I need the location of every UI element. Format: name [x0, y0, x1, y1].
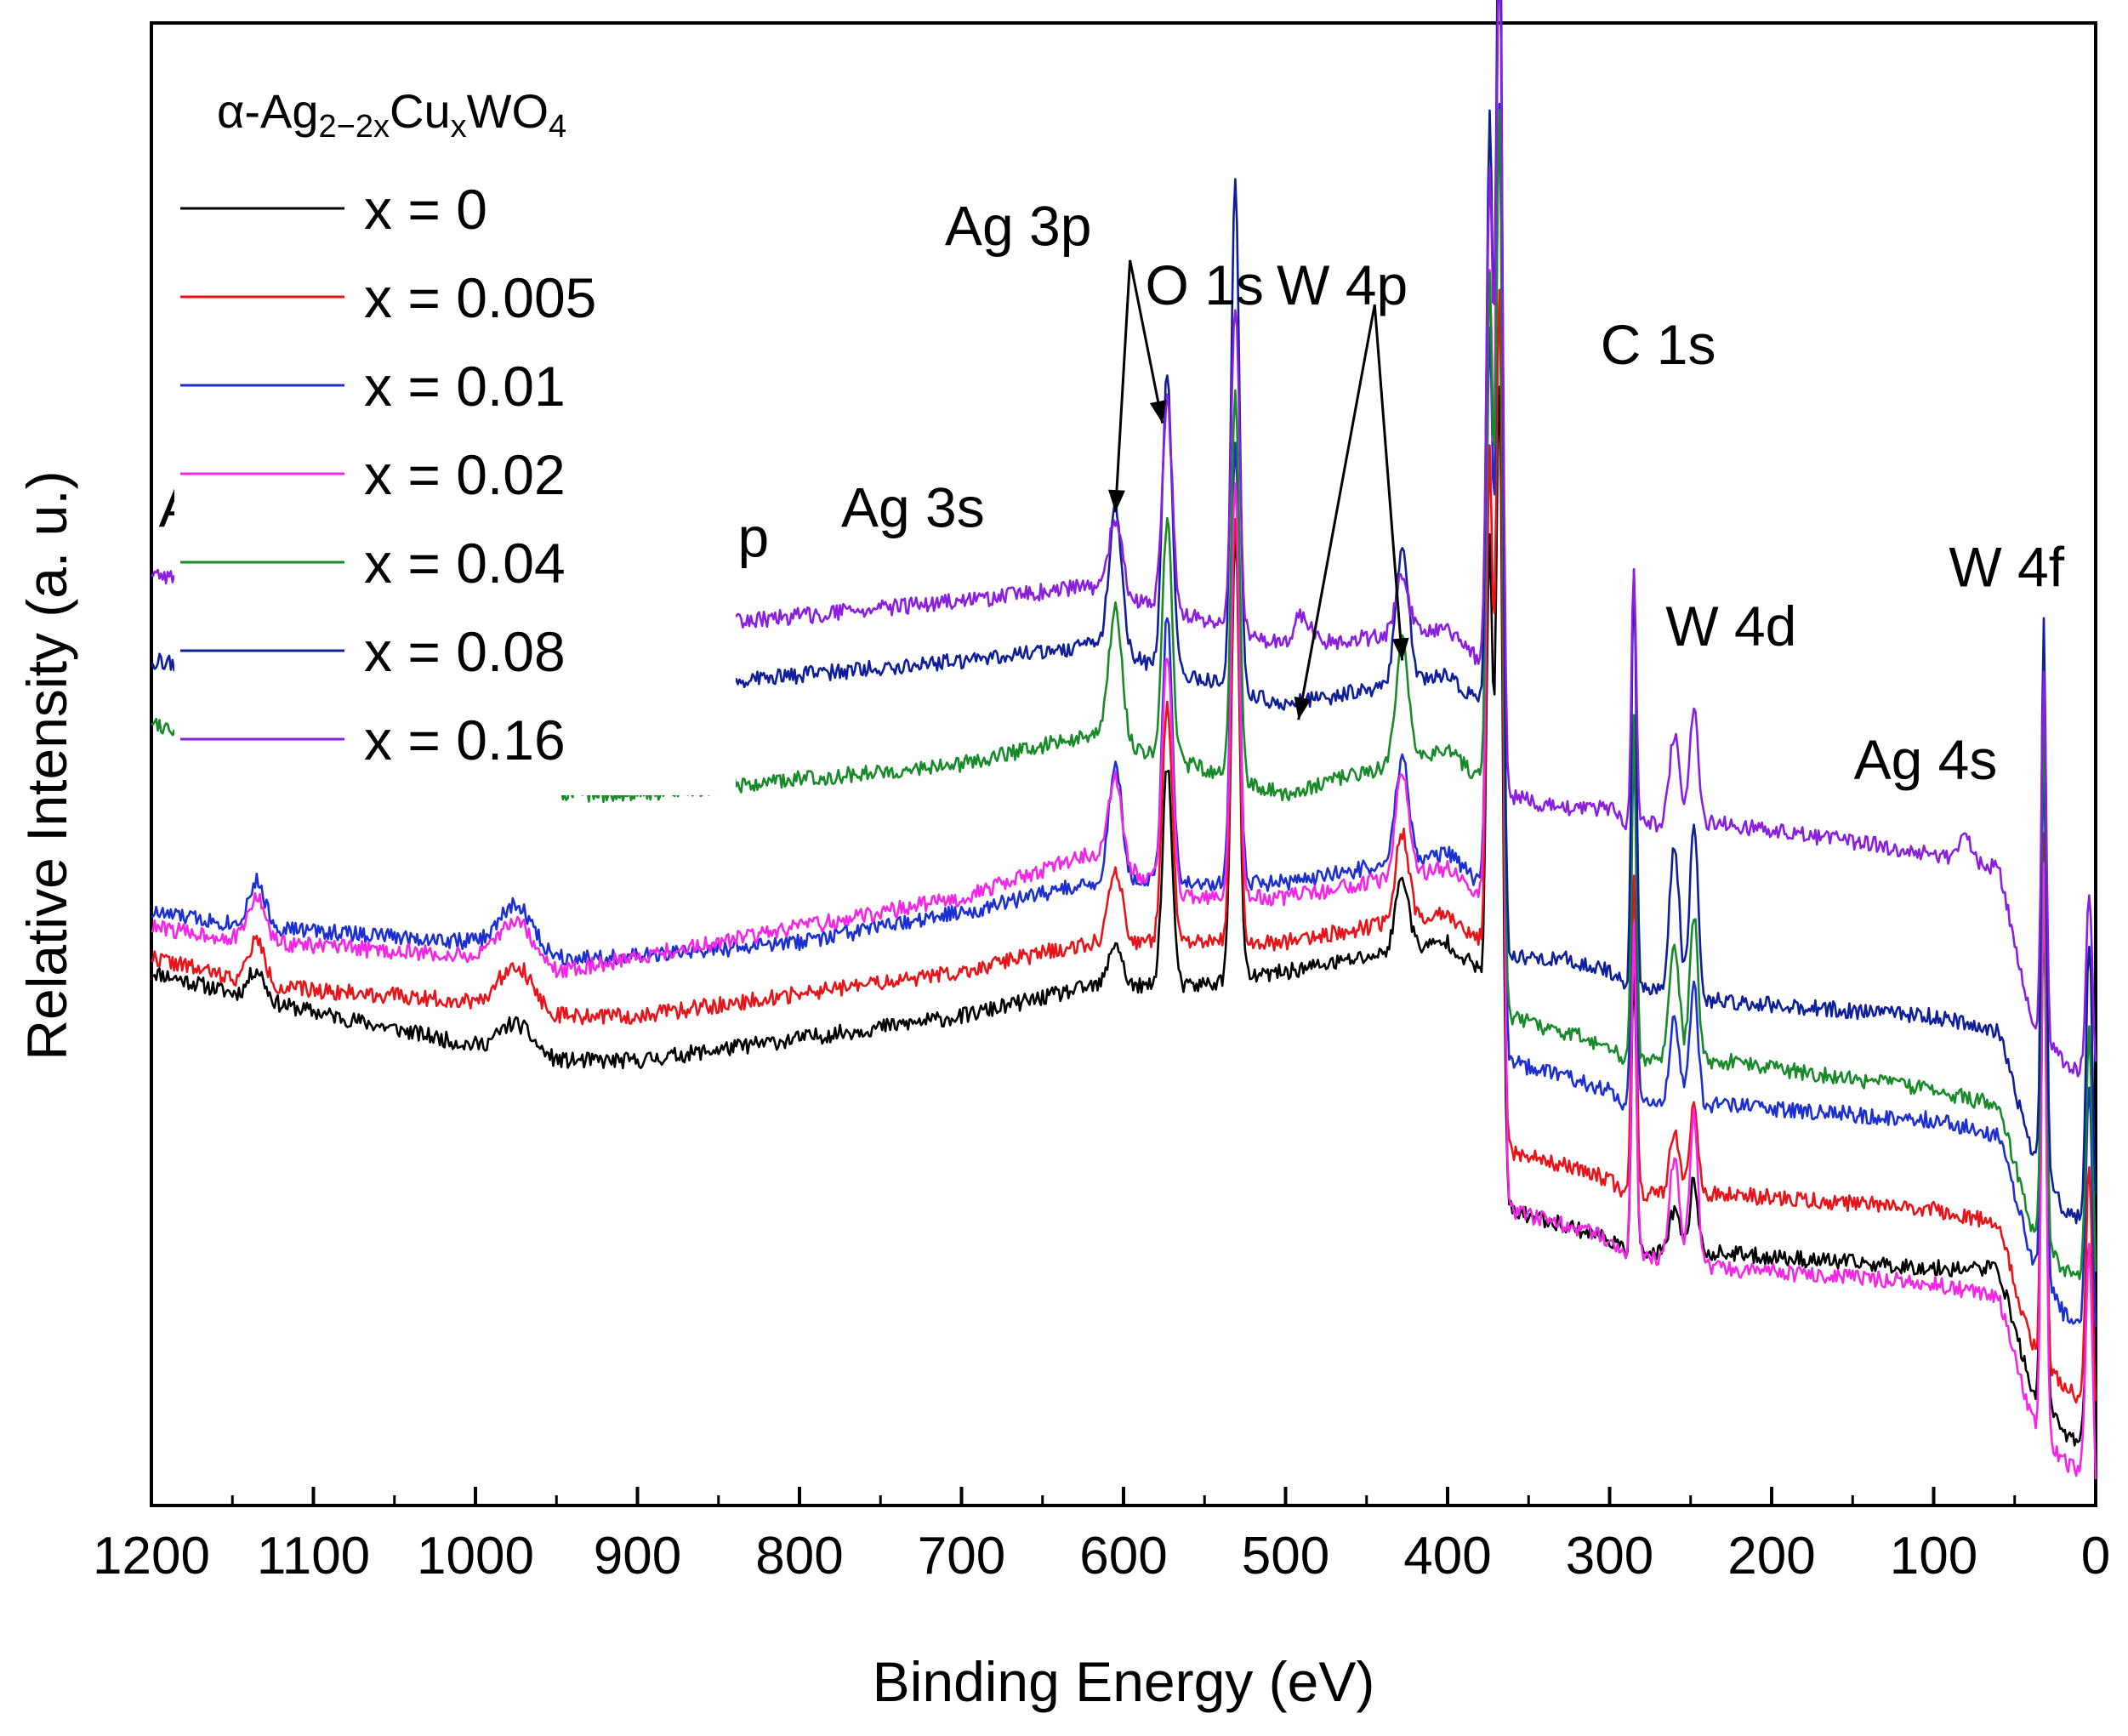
y-axis-title: Relative Intensity (a. u.) [15, 470, 78, 1060]
peak-label: Ag 3s [841, 476, 985, 539]
annotation-arrowhead [1294, 696, 1312, 720]
legend-label: x = 0.04 [364, 532, 566, 595]
legend-label: x = 0.01 [364, 355, 566, 418]
x-tick-label: 600 [1079, 1527, 1167, 1585]
legend-label: x = 0.16 [364, 709, 566, 771]
peak-label: W 4d [1665, 595, 1796, 657]
series-line-3 [151, 0, 2097, 1480]
annotation-arrow [1373, 305, 1404, 661]
x-tick-label: 400 [1403, 1527, 1491, 1585]
peak-label: Ag 4s [1854, 728, 1998, 791]
x-tick-label: 800 [755, 1527, 843, 1585]
peak-label: Ag 3p [945, 194, 1091, 257]
x-tick-label: 0 [2081, 1527, 2110, 1585]
series-line-1 [151, 288, 2097, 1404]
peak-label: O 1s [1146, 253, 1264, 316]
annotation-arrowhead [1107, 489, 1125, 513]
x-tick-label: 700 [918, 1527, 1005, 1585]
x-tick-label: 500 [1242, 1527, 1329, 1585]
peak-label: W 4p [1277, 253, 1408, 316]
legend-title-part: Cu [390, 84, 451, 138]
legend-label: x = 0.08 [364, 620, 566, 683]
legend-title-part: WO [467, 84, 549, 138]
x-tick-label: 300 [1566, 1527, 1653, 1585]
legend-title: α-Ag2−2xCuxWO4 [217, 84, 566, 145]
legend-label: x = 0.005 [364, 266, 596, 329]
legend-title-part: α-Ag [217, 84, 319, 138]
legend-box [174, 47, 736, 795]
x-tick-label: 1000 [417, 1527, 534, 1585]
legend-label: x = 0 [364, 178, 487, 241]
legend-title-subscript: 4 [549, 109, 566, 145]
annotation-arrowhead [1149, 400, 1167, 424]
legend-title-subscript: x [451, 109, 467, 145]
x-tick-label: 1100 [257, 1527, 370, 1585]
x-tick-label: 1200 [93, 1527, 210, 1585]
legend-items: x = 0 x = 0.005 x = 0.01 x = 0.02 x = 0.04 x … [180, 178, 596, 771]
x-axis-title: Binding Energy (eV) [873, 1650, 1375, 1713]
legend-title-subscript: 2−2x [319, 109, 390, 145]
annotation-arrow [1129, 259, 1164, 424]
tick-layer: 1200 1100 1000 900 800 700 600 500 400 300 200 100 0 [93, 1487, 2110, 1585]
x-tick-label: 200 [1727, 1527, 1815, 1585]
peak-label: C 1s [1601, 313, 1716, 376]
x-tick-label: 900 [594, 1527, 681, 1585]
legend-label: x = 0.02 [364, 443, 566, 506]
series-line-0 [151, 385, 2097, 1447]
annotation-arrow [1297, 304, 1376, 720]
annotation-arrowhead [1391, 637, 1409, 661]
x-tick-label: 100 [1890, 1527, 1977, 1585]
peak-label: W 4f [1949, 535, 2064, 598]
annotation-arrow [1113, 259, 1132, 513]
